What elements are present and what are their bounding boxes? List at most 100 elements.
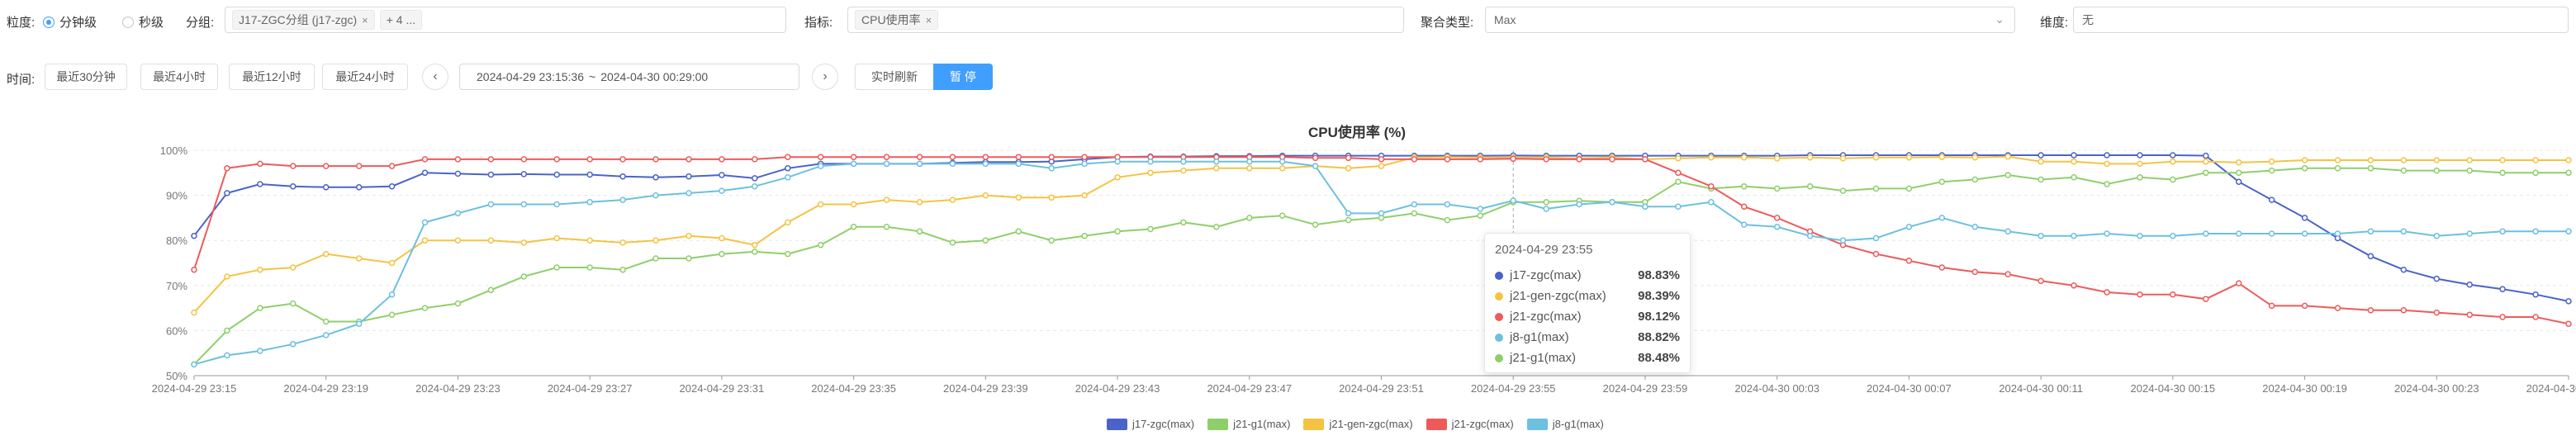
- data-point: [2532, 291, 2539, 298]
- data-point: [2235, 230, 2242, 237]
- close-icon[interactable]: ×: [925, 13, 932, 26]
- legend-item[interactable]: j21-zgc(max): [1426, 418, 1514, 430]
- data-point: [355, 163, 363, 169]
- pause-button[interactable]: 暂 停: [933, 64, 993, 90]
- data-point: [1708, 154, 1715, 161]
- last-4-hours-button[interactable]: 最近4小时: [140, 64, 218, 90]
- data-point: [355, 255, 363, 262]
- radio-minute[interactable]: 分钟级: [43, 13, 97, 31]
- data-point: [686, 190, 692, 196]
- aggregation-select[interactable]: Max ⌄: [1485, 7, 2015, 33]
- tooltip-row: j21-zgc(max) 98.12%: [1495, 306, 1680, 327]
- metric-select[interactable]: CPU使用率 ×: [847, 7, 1404, 33]
- data-point: [1971, 268, 1979, 276]
- data-point: [2400, 307, 2408, 314]
- last-30-min-button[interactable]: 最近30分钟: [45, 64, 127, 90]
- data-point: [752, 241, 758, 249]
- data-point: [1872, 250, 1880, 258]
- data-point: [1312, 154, 1319, 162]
- data-point: [686, 173, 692, 180]
- data-point: [2268, 230, 2275, 237]
- data-point: [290, 341, 297, 348]
- data-point: [686, 156, 692, 163]
- data-point: [1015, 160, 1022, 168]
- data-point: [1345, 154, 1352, 162]
- data-point: [586, 199, 593, 206]
- radio-second[interactable]: 秒级: [122, 13, 164, 31]
- data-point: [2400, 157, 2408, 163]
- data-point: [719, 250, 725, 258]
- data-point: [2367, 228, 2374, 235]
- y-tick-label: 90%: [166, 190, 187, 202]
- data-point: [850, 224, 857, 230]
- data-point: [817, 201, 824, 208]
- data-point: [388, 163, 396, 169]
- data-point: [1675, 155, 1682, 162]
- data-point: [224, 352, 230, 359]
- x-tick-label: 2024-04-30 00:19: [2262, 382, 2347, 395]
- x-tick-label: 2024-04-30 00:23: [2394, 382, 2479, 395]
- series-line-j21-g1max: [193, 167, 2569, 366]
- data-point: [1675, 169, 1682, 177]
- data-point: [1609, 199, 1615, 206]
- dimension-select[interactable]: 无: [2073, 7, 2569, 33]
- data-point: [421, 156, 429, 163]
- prev-range-button[interactable]: ‹: [422, 64, 448, 90]
- last-12-hours-button[interactable]: 最近12小时: [229, 64, 315, 90]
- data-point: [1806, 154, 1814, 161]
- data-point: [2137, 291, 2143, 298]
- radio-minute-indicator[interactable]: [43, 16, 55, 28]
- data-point: [454, 170, 462, 178]
- data-point: [586, 171, 593, 178]
- data-point: [1905, 258, 1913, 264]
- data-point: [290, 300, 297, 307]
- data-point: [2532, 228, 2539, 235]
- data-point: [2203, 230, 2209, 237]
- next-range-button[interactable]: ›: [812, 64, 838, 90]
- data-point: [1147, 158, 1154, 165]
- data-point: [652, 192, 659, 199]
- close-icon[interactable]: ×: [362, 13, 368, 26]
- legend-item[interactable]: j21-g1(max): [1207, 418, 1290, 430]
- data-point: [553, 264, 560, 271]
- data-point: [1740, 154, 1748, 161]
- tooltip-series-name: j21-zgc(max): [1510, 310, 1582, 324]
- data-point: [2499, 228, 2506, 235]
- legend-item[interactable]: j21-gen-zgc(max): [1303, 418, 1413, 430]
- data-point: [1345, 165, 1352, 172]
- time-range-picker[interactable]: 2024-04-29 23:15:36 ~ 2024-04-30 00:29:0…: [459, 64, 799, 90]
- realtime-refresh-button[interactable]: 实时刷新: [855, 64, 934, 90]
- x-tick-label: 2024-04-29 23:43: [1075, 382, 1160, 395]
- data-point: [719, 156, 725, 163]
- last-24-hours-button[interactable]: 最近24小时: [322, 64, 408, 90]
- data-point: [2532, 169, 2539, 177]
- legend-item[interactable]: j17-zgc(max): [1107, 418, 1194, 430]
- x-tick-label: 2024-04-29 23:19: [283, 382, 368, 395]
- data-point: [949, 154, 956, 160]
- group-select[interactable]: J17-ZGC分组 (j17-zgc) × + 4 ...: [225, 7, 786, 33]
- data-point: [1147, 169, 1154, 177]
- data-point: [1213, 158, 1220, 165]
- data-point: [1773, 185, 1781, 192]
- y-tick-label: 80%: [166, 234, 187, 247]
- data-point: [1773, 215, 1781, 221]
- data-point: [355, 184, 363, 191]
- data-point: [785, 165, 791, 172]
- data-point: [553, 234, 560, 242]
- radio-second-indicator[interactable]: [122, 16, 134, 28]
- data-point: [1378, 163, 1385, 169]
- data-point: [1246, 215, 1253, 221]
- data-point: [2367, 157, 2374, 163]
- data-point: [2235, 159, 2242, 166]
- data-point: [1971, 176, 1979, 183]
- data-point: [2104, 230, 2110, 237]
- data-point: [2367, 253, 2374, 260]
- data-point: [1806, 182, 1814, 190]
- data-point: [817, 154, 824, 160]
- data-point: [388, 311, 396, 319]
- data-point: [1048, 237, 1055, 244]
- legend-item[interactable]: j8-g1(max): [1526, 418, 1604, 430]
- x-tick-label: 2024-04-29 23:39: [943, 382, 1028, 395]
- chart-marks: [191, 152, 2572, 368]
